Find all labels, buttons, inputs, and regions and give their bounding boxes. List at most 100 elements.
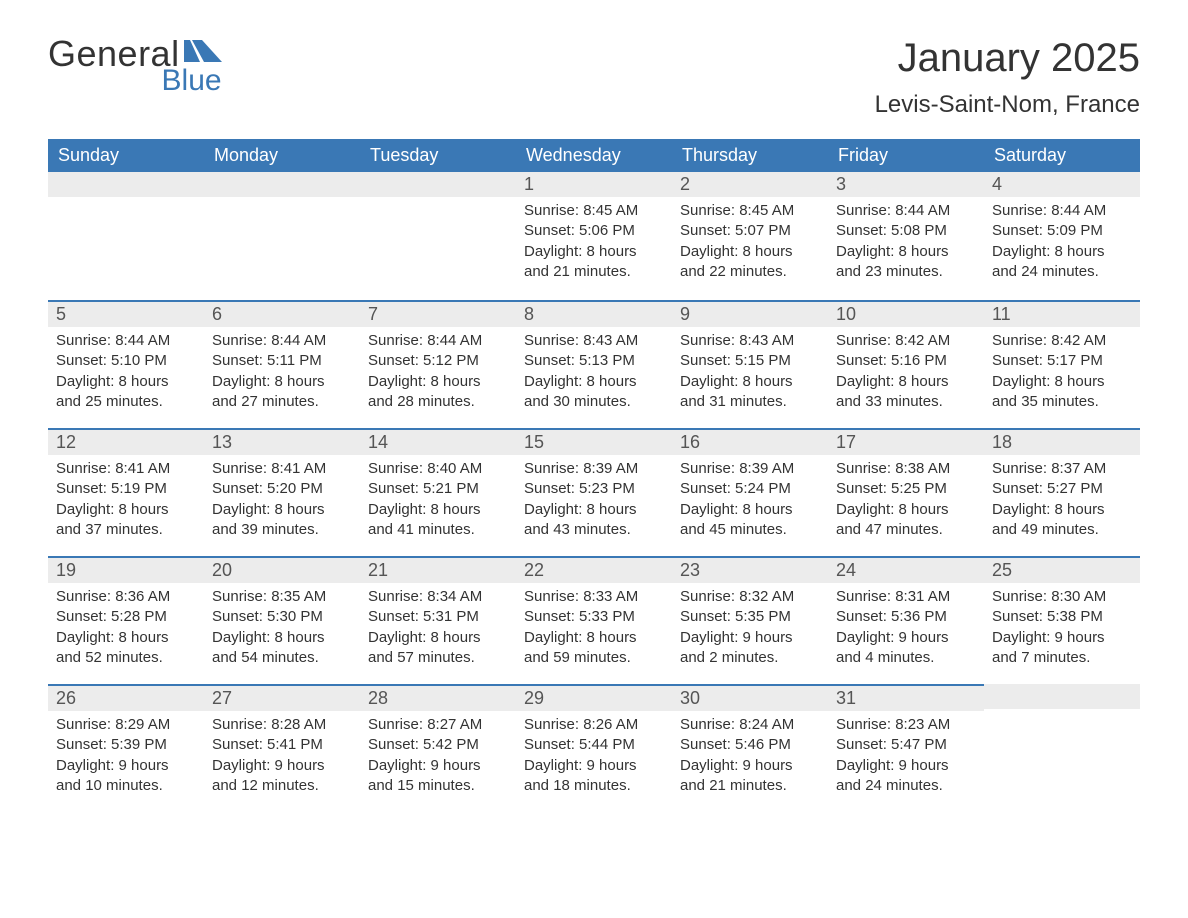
day-number: 12: [48, 428, 204, 455]
calendar-cell: 1Sunrise: 8:45 AMSunset: 5:06 PMDaylight…: [516, 172, 672, 300]
sunrise-line: Sunrise: 8:23 AM: [836, 715, 976, 735]
day-body: Sunrise: 8:23 AMSunset: 5:47 PMDaylight:…: [828, 711, 984, 800]
sunrise-line: Sunrise: 8:45 AM: [680, 201, 820, 221]
daylight-line: Daylight: 8 hours and 41 minutes.: [368, 500, 508, 541]
calendar-cell: 24Sunrise: 8:31 AMSunset: 5:36 PMDayligh…: [828, 556, 984, 684]
day-number: 11: [984, 300, 1140, 327]
daylight-line: Daylight: 8 hours and 37 minutes.: [56, 500, 196, 541]
calendar-cell: 5Sunrise: 8:44 AMSunset: 5:10 PMDaylight…: [48, 300, 204, 428]
calendar-cell: 15Sunrise: 8:39 AMSunset: 5:23 PMDayligh…: [516, 428, 672, 556]
daylight-line: Daylight: 8 hours and 27 minutes.: [212, 372, 352, 413]
day-number: 27: [204, 684, 360, 711]
sunset-line: Sunset: 5:28 PM: [56, 607, 196, 627]
sunset-line: Sunset: 5:31 PM: [368, 607, 508, 627]
sunrise-line: Sunrise: 8:34 AM: [368, 587, 508, 607]
calendar-cell: 26Sunrise: 8:29 AMSunset: 5:39 PMDayligh…: [48, 684, 204, 812]
sunrise-line: Sunrise: 8:42 AM: [836, 331, 976, 351]
day-number: 13: [204, 428, 360, 455]
sunrise-line: Sunrise: 8:39 AM: [680, 459, 820, 479]
sunset-line: Sunset: 5:11 PM: [212, 351, 352, 371]
day-number: 24: [828, 556, 984, 583]
calendar-cell: 13Sunrise: 8:41 AMSunset: 5:20 PMDayligh…: [204, 428, 360, 556]
day-body: Sunrise: 8:44 AMSunset: 5:08 PMDaylight:…: [828, 197, 984, 286]
sunrise-line: Sunrise: 8:39 AM: [524, 459, 664, 479]
day-body: Sunrise: 8:41 AMSunset: 5:19 PMDaylight:…: [48, 455, 204, 544]
calendar-cell: 11Sunrise: 8:42 AMSunset: 5:17 PMDayligh…: [984, 300, 1140, 428]
sunset-line: Sunset: 5:35 PM: [680, 607, 820, 627]
logo: General Blue: [48, 36, 222, 96]
sunrise-line: Sunrise: 8:41 AM: [56, 459, 196, 479]
day-number-empty: [984, 684, 1140, 709]
daylight-line: Daylight: 8 hours and 28 minutes.: [368, 372, 508, 413]
day-number: 29: [516, 684, 672, 711]
weekday-header: Wednesday: [516, 139, 672, 172]
sunset-line: Sunset: 5:41 PM: [212, 735, 352, 755]
day-body: Sunrise: 8:38 AMSunset: 5:25 PMDaylight:…: [828, 455, 984, 544]
sunrise-line: Sunrise: 8:32 AM: [680, 587, 820, 607]
calendar-table: SundayMondayTuesdayWednesdayThursdayFrid…: [48, 139, 1140, 812]
daylight-line: Daylight: 8 hours and 23 minutes.: [836, 242, 976, 283]
sunrise-line: Sunrise: 8:42 AM: [992, 331, 1132, 351]
day-number: 17: [828, 428, 984, 455]
day-number: 30: [672, 684, 828, 711]
calendar-row: 5Sunrise: 8:44 AMSunset: 5:10 PMDaylight…: [48, 300, 1140, 428]
flag-icon: [184, 40, 222, 66]
weekday-header: Monday: [204, 139, 360, 172]
day-number: 31: [828, 684, 984, 711]
day-number: 16: [672, 428, 828, 455]
calendar-cell: 20Sunrise: 8:35 AMSunset: 5:30 PMDayligh…: [204, 556, 360, 684]
day-body: Sunrise: 8:31 AMSunset: 5:36 PMDaylight:…: [828, 583, 984, 672]
daylight-line: Daylight: 9 hours and 24 minutes.: [836, 756, 976, 797]
weekday-header: Saturday: [984, 139, 1140, 172]
sunrise-line: Sunrise: 8:43 AM: [524, 331, 664, 351]
sunset-line: Sunset: 5:38 PM: [992, 607, 1132, 627]
day-number: 6: [204, 300, 360, 327]
sunrise-line: Sunrise: 8:31 AM: [836, 587, 976, 607]
day-body: Sunrise: 8:40 AMSunset: 5:21 PMDaylight:…: [360, 455, 516, 544]
calendar-row: 19Sunrise: 8:36 AMSunset: 5:28 PMDayligh…: [48, 556, 1140, 684]
calendar-cell: 8Sunrise: 8:43 AMSunset: 5:13 PMDaylight…: [516, 300, 672, 428]
daylight-line: Daylight: 8 hours and 33 minutes.: [836, 372, 976, 413]
daylight-line: Daylight: 8 hours and 25 minutes.: [56, 372, 196, 413]
daylight-line: Daylight: 8 hours and 22 minutes.: [680, 242, 820, 283]
sunrise-line: Sunrise: 8:33 AM: [524, 587, 664, 607]
daylight-line: Daylight: 8 hours and 57 minutes.: [368, 628, 508, 669]
day-number-empty: [48, 172, 204, 197]
daylight-line: Daylight: 8 hours and 47 minutes.: [836, 500, 976, 541]
calendar-cell: 17Sunrise: 8:38 AMSunset: 5:25 PMDayligh…: [828, 428, 984, 556]
day-body: Sunrise: 8:27 AMSunset: 5:42 PMDaylight:…: [360, 711, 516, 800]
sunrise-line: Sunrise: 8:44 AM: [836, 201, 976, 221]
day-body: Sunrise: 8:33 AMSunset: 5:33 PMDaylight:…: [516, 583, 672, 672]
day-body: Sunrise: 8:45 AMSunset: 5:06 PMDaylight:…: [516, 197, 672, 286]
day-body: Sunrise: 8:28 AMSunset: 5:41 PMDaylight:…: [204, 711, 360, 800]
day-body: Sunrise: 8:24 AMSunset: 5:46 PMDaylight:…: [672, 711, 828, 800]
sunrise-line: Sunrise: 8:44 AM: [212, 331, 352, 351]
daylight-line: Daylight: 8 hours and 45 minutes.: [680, 500, 820, 541]
calendar-cell: 4Sunrise: 8:44 AMSunset: 5:09 PMDaylight…: [984, 172, 1140, 300]
sunset-line: Sunset: 5:19 PM: [56, 479, 196, 499]
daylight-line: Daylight: 9 hours and 21 minutes.: [680, 756, 820, 797]
sunset-line: Sunset: 5:20 PM: [212, 479, 352, 499]
sunset-line: Sunset: 5:15 PM: [680, 351, 820, 371]
sunset-line: Sunset: 5:44 PM: [524, 735, 664, 755]
sunrise-line: Sunrise: 8:44 AM: [992, 201, 1132, 221]
sunrise-line: Sunrise: 8:36 AM: [56, 587, 196, 607]
sunrise-line: Sunrise: 8:44 AM: [368, 331, 508, 351]
calendar-cell: 14Sunrise: 8:40 AMSunset: 5:21 PMDayligh…: [360, 428, 516, 556]
day-body: Sunrise: 8:26 AMSunset: 5:44 PMDaylight:…: [516, 711, 672, 800]
calendar-cell: 9Sunrise: 8:43 AMSunset: 5:15 PMDaylight…: [672, 300, 828, 428]
day-body: Sunrise: 8:44 AMSunset: 5:12 PMDaylight:…: [360, 327, 516, 416]
daylight-line: Daylight: 9 hours and 4 minutes.: [836, 628, 976, 669]
calendar-cell: 3Sunrise: 8:44 AMSunset: 5:08 PMDaylight…: [828, 172, 984, 300]
calendar-cell: 12Sunrise: 8:41 AMSunset: 5:19 PMDayligh…: [48, 428, 204, 556]
weekday-header: Sunday: [48, 139, 204, 172]
day-body: Sunrise: 8:30 AMSunset: 5:38 PMDaylight:…: [984, 583, 1140, 672]
sunrise-line: Sunrise: 8:45 AM: [524, 201, 664, 221]
day-body: Sunrise: 8:29 AMSunset: 5:39 PMDaylight:…: [48, 711, 204, 800]
daylight-line: Daylight: 9 hours and 2 minutes.: [680, 628, 820, 669]
daylight-line: Daylight: 8 hours and 59 minutes.: [524, 628, 664, 669]
sunrise-line: Sunrise: 8:24 AM: [680, 715, 820, 735]
day-number: 4: [984, 172, 1140, 197]
sunset-line: Sunset: 5:16 PM: [836, 351, 976, 371]
calendar-cell-empty: [984, 684, 1140, 812]
